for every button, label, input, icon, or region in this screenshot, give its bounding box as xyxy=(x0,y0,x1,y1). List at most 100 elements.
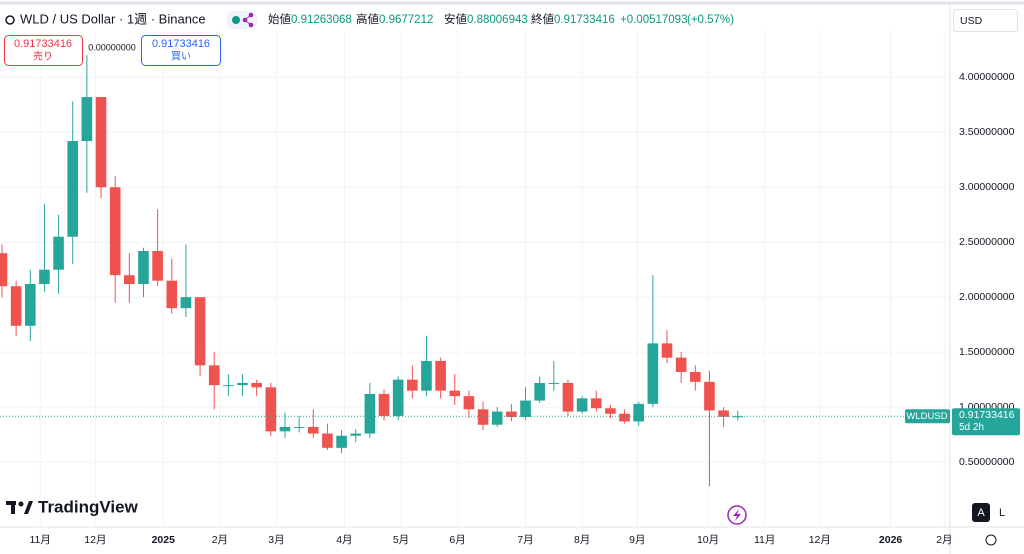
candle-body xyxy=(407,379,418,391)
candle-body xyxy=(208,365,220,386)
x-tick-label: 9月 xyxy=(629,534,645,546)
y-tick-label: 1.50000000 xyxy=(959,346,1015,358)
candle-body xyxy=(675,357,687,372)
candle-body xyxy=(690,371,701,382)
candle-body xyxy=(152,251,163,281)
high-label: 高値 xyxy=(356,12,379,26)
candle-body xyxy=(124,275,135,284)
x-tick-label: 12月 xyxy=(809,534,831,546)
candle-body xyxy=(619,413,630,422)
candle-body xyxy=(10,286,22,326)
log-scale-label[interactable]: L xyxy=(999,507,1005,519)
share-icon xyxy=(242,12,254,28)
candle-body xyxy=(605,408,616,414)
x-tick-label: 4月 xyxy=(336,534,352,546)
candle-body xyxy=(477,409,489,425)
symbol-icon xyxy=(5,15,15,25)
candle-body xyxy=(293,426,305,428)
auto-scale-label: A xyxy=(977,507,985,519)
candle-body xyxy=(732,416,744,418)
buy-button[interactable] xyxy=(141,35,221,66)
candle-body xyxy=(279,426,291,432)
logo-text: TradingView xyxy=(38,497,139,516)
y-tick-label: 3.50000000 xyxy=(959,126,1015,138)
candle-body xyxy=(166,280,178,309)
candle-body xyxy=(95,97,107,188)
event-icon xyxy=(733,509,741,521)
symbol-label: WLDUSD xyxy=(906,411,947,422)
change-percent: (+0.57%) xyxy=(687,14,734,26)
candle-body xyxy=(237,382,248,386)
candle-body xyxy=(562,382,574,412)
status-pill xyxy=(226,11,258,29)
candle-body xyxy=(39,269,50,284)
x-tick-label: 2月 xyxy=(936,534,952,546)
x-tick-label: 2026 xyxy=(879,534,903,546)
candle-body xyxy=(506,411,517,418)
candle-body xyxy=(251,382,262,388)
x-tick-label: 11月 xyxy=(754,534,775,546)
candle-body xyxy=(81,97,93,142)
y-tick-label: 3.00000000 xyxy=(959,181,1015,193)
candle-body xyxy=(307,426,319,434)
x-tick-label: 5月 xyxy=(393,534,409,546)
candle-body xyxy=(0,253,8,287)
candle-body xyxy=(109,187,121,276)
x-tick-label: 11月 xyxy=(29,534,50,546)
y-tick-label: 2.50000000 xyxy=(959,236,1015,248)
x-tick-label: 2月 xyxy=(212,534,228,546)
x-tick-label: 12月 xyxy=(84,534,106,546)
high-value: 0.9677212 xyxy=(379,14,433,26)
currency-select[interactable] xyxy=(953,9,1018,32)
candle-body xyxy=(322,433,333,448)
candle-body xyxy=(350,433,362,436)
logo-icon xyxy=(6,501,33,514)
x-tick-label: 3月 xyxy=(268,534,284,546)
x-tick-label: 10月 xyxy=(697,534,719,546)
auto-scale-button[interactable] xyxy=(972,503,990,522)
candle-body xyxy=(180,297,192,309)
candles xyxy=(0,55,744,487)
candle-body xyxy=(24,283,36,326)
low-label: 安値 xyxy=(444,12,467,26)
chart-title: WLD / US Dollar · 1週 · Binance xyxy=(20,11,206,26)
candle-body xyxy=(463,396,475,410)
candle-body xyxy=(421,360,432,391)
buy-label: 買い xyxy=(171,51,191,63)
price-tag xyxy=(952,408,1020,436)
candle-body xyxy=(633,403,645,422)
currency: USD xyxy=(960,15,983,27)
x-tick-label: 7月 xyxy=(517,534,533,546)
candle-body xyxy=(336,435,347,448)
sell-button[interactable] xyxy=(4,35,83,66)
open-label: 始値 xyxy=(268,12,291,26)
candle-body xyxy=(590,398,602,409)
buy-price: 0.91733416 xyxy=(152,38,210,50)
y-tick-label: 0.50000000 xyxy=(959,456,1015,468)
price-tag-value: 0.91733416 xyxy=(959,409,1015,421)
y-tick-label: 2.00000000 xyxy=(959,291,1015,303)
countdown: 5d 2h xyxy=(959,422,984,433)
candle-body xyxy=(520,400,531,418)
candle-body xyxy=(718,410,729,417)
open-value: 0.91263068 xyxy=(291,14,352,26)
spread: 0.00000000 xyxy=(88,42,136,52)
close-label: 終値 xyxy=(531,12,554,26)
candle-body xyxy=(223,385,234,387)
candle-body xyxy=(661,343,673,358)
candle-body xyxy=(53,236,64,270)
candle-body xyxy=(491,411,503,425)
settings-icon[interactable] xyxy=(985,534,997,546)
symbol-tag xyxy=(905,409,950,424)
market-open-dot xyxy=(232,16,240,24)
candle-body xyxy=(704,381,715,411)
candle-body xyxy=(378,393,390,416)
candle-body xyxy=(576,398,588,412)
x-tick-label: 8月 xyxy=(574,534,590,546)
x-tick-label: 6月 xyxy=(449,534,465,546)
candle-body xyxy=(265,387,277,432)
y-tick-label: 4.00000000 xyxy=(959,71,1015,83)
candle-body xyxy=(449,390,461,397)
candle-body xyxy=(647,343,659,404)
